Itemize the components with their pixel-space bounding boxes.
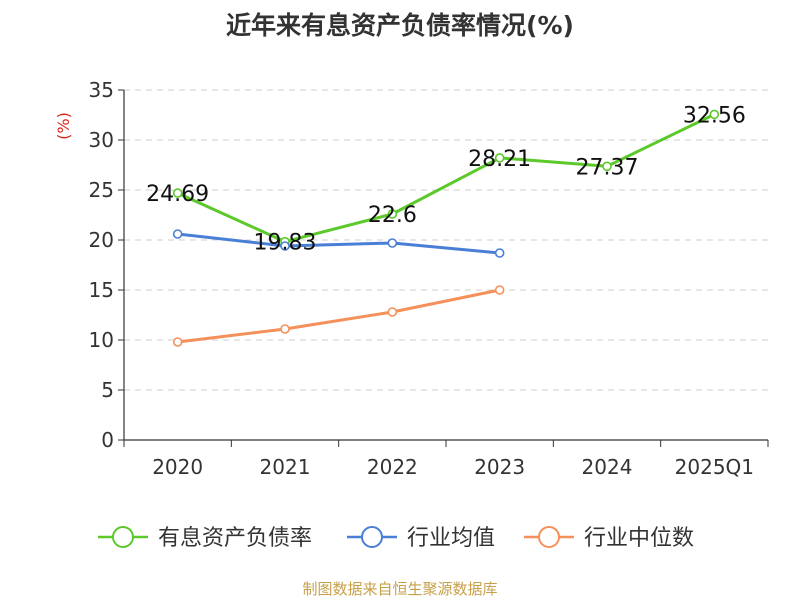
legend-item[interactable]: 行业中位数 bbox=[524, 526, 694, 551]
y-tick-label: 25 bbox=[89, 178, 114, 202]
data-point bbox=[709, 109, 720, 120]
legend: 有息资产负债率 行业均值 行业中位数 bbox=[98, 526, 694, 551]
data-label: 32.56 bbox=[683, 103, 746, 128]
y-tick-label: 5 bbox=[101, 378, 114, 402]
x-tick-label: 2024 bbox=[582, 455, 633, 479]
x-tick-label: 2022 bbox=[367, 455, 418, 479]
grid-layer bbox=[124, 89, 768, 391]
y-tick-label: 0 bbox=[101, 428, 114, 452]
legend-marker bbox=[112, 526, 134, 548]
y-tick-label: 10 bbox=[89, 328, 114, 352]
y-tick-label: 35 bbox=[89, 78, 114, 102]
legend-marker bbox=[538, 526, 560, 548]
axis-layer: 0 5 10 15 20 25 30 35 2020 2021 2022 2023 2024 2025Q1… bbox=[54, 78, 769, 479]
data-point bbox=[494, 248, 505, 258]
data-label: 22.6 bbox=[368, 203, 417, 228]
legend-item[interactable]: 行业均值 bbox=[347, 526, 495, 551]
x-tick-label: 2020 bbox=[152, 455, 203, 479]
data-point bbox=[494, 153, 505, 163]
data-label: 24.69 bbox=[146, 182, 209, 207]
y-tick-label: 30 bbox=[89, 128, 114, 152]
source-note: 制图数据来自恒生聚源数据库 bbox=[302, 580, 498, 598]
legend-label: 有息资产负债率 bbox=[158, 526, 312, 551]
legend-marker bbox=[361, 526, 383, 548]
data-point bbox=[280, 241, 290, 251]
data-label: 28.21 bbox=[468, 147, 531, 172]
data-point bbox=[280, 324, 290, 334]
chart-title: 近年来有息资产负债率情况(%) bbox=[226, 11, 574, 40]
data-label-layer: 24.69 19.83 22.6 28.21 27.37 32.56 bbox=[146, 103, 746, 255]
data-point bbox=[387, 307, 398, 317]
x-tick-label: 2025Q1 bbox=[675, 455, 754, 479]
legend-label: 行业均值 bbox=[407, 526, 495, 551]
legend-label: 行业中位数 bbox=[584, 526, 694, 551]
y-tick-label: 15 bbox=[89, 278, 114, 302]
series-line bbox=[177, 288, 500, 344]
x-tick-label: 2023 bbox=[474, 455, 525, 479]
y-axis-title: (%) bbox=[54, 112, 73, 140]
data-point bbox=[172, 229, 183, 239]
data-point bbox=[602, 161, 612, 172]
legend-item[interactable]: 有息资产负债率 bbox=[98, 526, 312, 551]
data-label: 19.83 bbox=[254, 231, 317, 256]
data-point bbox=[172, 337, 183, 347]
data-point bbox=[494, 285, 505, 295]
data-point bbox=[172, 188, 183, 198]
data-point bbox=[387, 238, 398, 248]
series-layer bbox=[172, 109, 720, 347]
data-point bbox=[387, 209, 398, 219]
series-line bbox=[177, 113, 715, 244]
data-label: 27.37 bbox=[576, 155, 639, 180]
y-tick-label: 20 bbox=[89, 228, 114, 252]
series-line bbox=[177, 232, 500, 255]
x-tick-label: 2021 bbox=[260, 455, 311, 479]
